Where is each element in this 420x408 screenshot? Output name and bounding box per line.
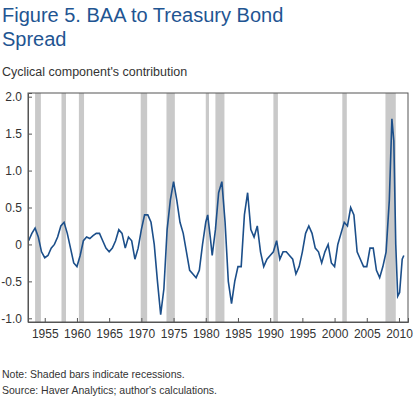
x-tick-label: 1990 (257, 327, 284, 341)
y-tick-label: 0 (15, 238, 22, 252)
plot-area (29, 93, 404, 322)
y-tick: 0.5 (5, 201, 32, 215)
x-tick-label: 1970 (129, 327, 156, 341)
x-tick-mark (109, 318, 110, 322)
x-tick-mark (367, 318, 368, 322)
subtitle: Cyclical component's contribution (2, 65, 187, 79)
y-tick: -0.5 (1, 275, 32, 289)
y-tick-label: 0.5 (5, 201, 22, 215)
x-tick-label: 1980 (193, 327, 220, 341)
x-tick-mark (302, 318, 303, 322)
x-tick-label: 2010 (386, 327, 413, 341)
note: Source: Haver Analytics; author's calcul… (2, 384, 217, 396)
x-tick-label: 1955 (32, 327, 59, 341)
x-tick-mark (335, 318, 336, 322)
y-tick: 1.5 (5, 127, 32, 141)
x-tick: 1980 (193, 318, 220, 341)
x-tick: 1995 (290, 318, 317, 341)
recession-bar (141, 93, 147, 322)
title: Spread (2, 28, 67, 50)
x-tick-mark (174, 318, 175, 322)
x-tick-mark (45, 318, 46, 322)
recession-bar (35, 93, 41, 322)
x-tick-label: 1995 (290, 327, 317, 341)
y-tick-label: 1.0 (5, 164, 22, 178)
x-tick: 1970 (129, 318, 156, 341)
recession-bar (342, 93, 347, 322)
y-tick-label: 2.0 (5, 90, 22, 104)
y-tick-mark (28, 244, 32, 245)
y-tick-mark (28, 171, 32, 172)
x-axis: 1955 1960 1965 1970 1975 1980 1985 1990 1995 2000… (29, 318, 414, 341)
x-tick: 1960 (64, 318, 91, 341)
x-tick-label: 2000 (322, 327, 349, 341)
y-tick: 1.0 (5, 164, 32, 178)
y-tick: -1.0 (1, 312, 32, 326)
chart: Figure 5. BAA to Treasury BondSpread Cycl… (0, 0, 420, 408)
x-tick: 1990 (257, 318, 284, 341)
x-tick-label: 2005 (354, 327, 381, 341)
recession-bar (206, 93, 209, 322)
x-axis-line (29, 318, 409, 323)
y-tick-mark (28, 208, 32, 209)
y-tick: 0 (15, 238, 32, 252)
x-tick-mark (141, 318, 142, 322)
recession-bar (61, 93, 66, 322)
x-tick-mark (77, 318, 78, 322)
title: Figure 5. BAA to Treasury Bond (2, 4, 283, 26)
x-tick: 1965 (96, 318, 123, 341)
data-line (29, 119, 404, 315)
x-tick: 2010 (386, 318, 413, 341)
x-tick-mark (206, 318, 207, 322)
x-tick: 1985 (225, 318, 252, 341)
x-tick-label: 1960 (64, 327, 91, 341)
x-tick-mark (238, 318, 239, 322)
x-tick-mark (399, 318, 400, 322)
x-tick-label: 1965 (96, 327, 123, 341)
x-tick-label: 1975 (161, 327, 188, 341)
y-tick-mark (28, 281, 32, 282)
recession-bar (385, 93, 395, 322)
y-tick-label: -1.0 (1, 312, 22, 326)
y-tick-mark (28, 134, 32, 135)
y-axis: -1.0 -0.5 0 0.5 1.0 1.5 2.0 (1, 90, 32, 326)
x-tick: 2000 (322, 318, 349, 341)
x-tick-label: 1985 (225, 327, 252, 341)
y-axis-line (29, 94, 33, 323)
x-tick: 2005 (354, 318, 381, 341)
recession-bar (79, 93, 84, 322)
y-tick-mark (28, 97, 32, 98)
y-tick-label: -0.5 (1, 275, 22, 289)
x-tick: 1955 (32, 318, 59, 341)
recession-bar (166, 93, 174, 322)
y-tick-label: 1.5 (5, 127, 22, 141)
note: Note: Shaded bars indicate recessions. (2, 368, 185, 380)
plot-frame (28, 93, 408, 322)
x-tick: 1975 (161, 318, 188, 341)
x-tick-mark (270, 318, 271, 322)
recession-bar (273, 93, 278, 322)
y-tick: 2.0 (5, 90, 32, 104)
